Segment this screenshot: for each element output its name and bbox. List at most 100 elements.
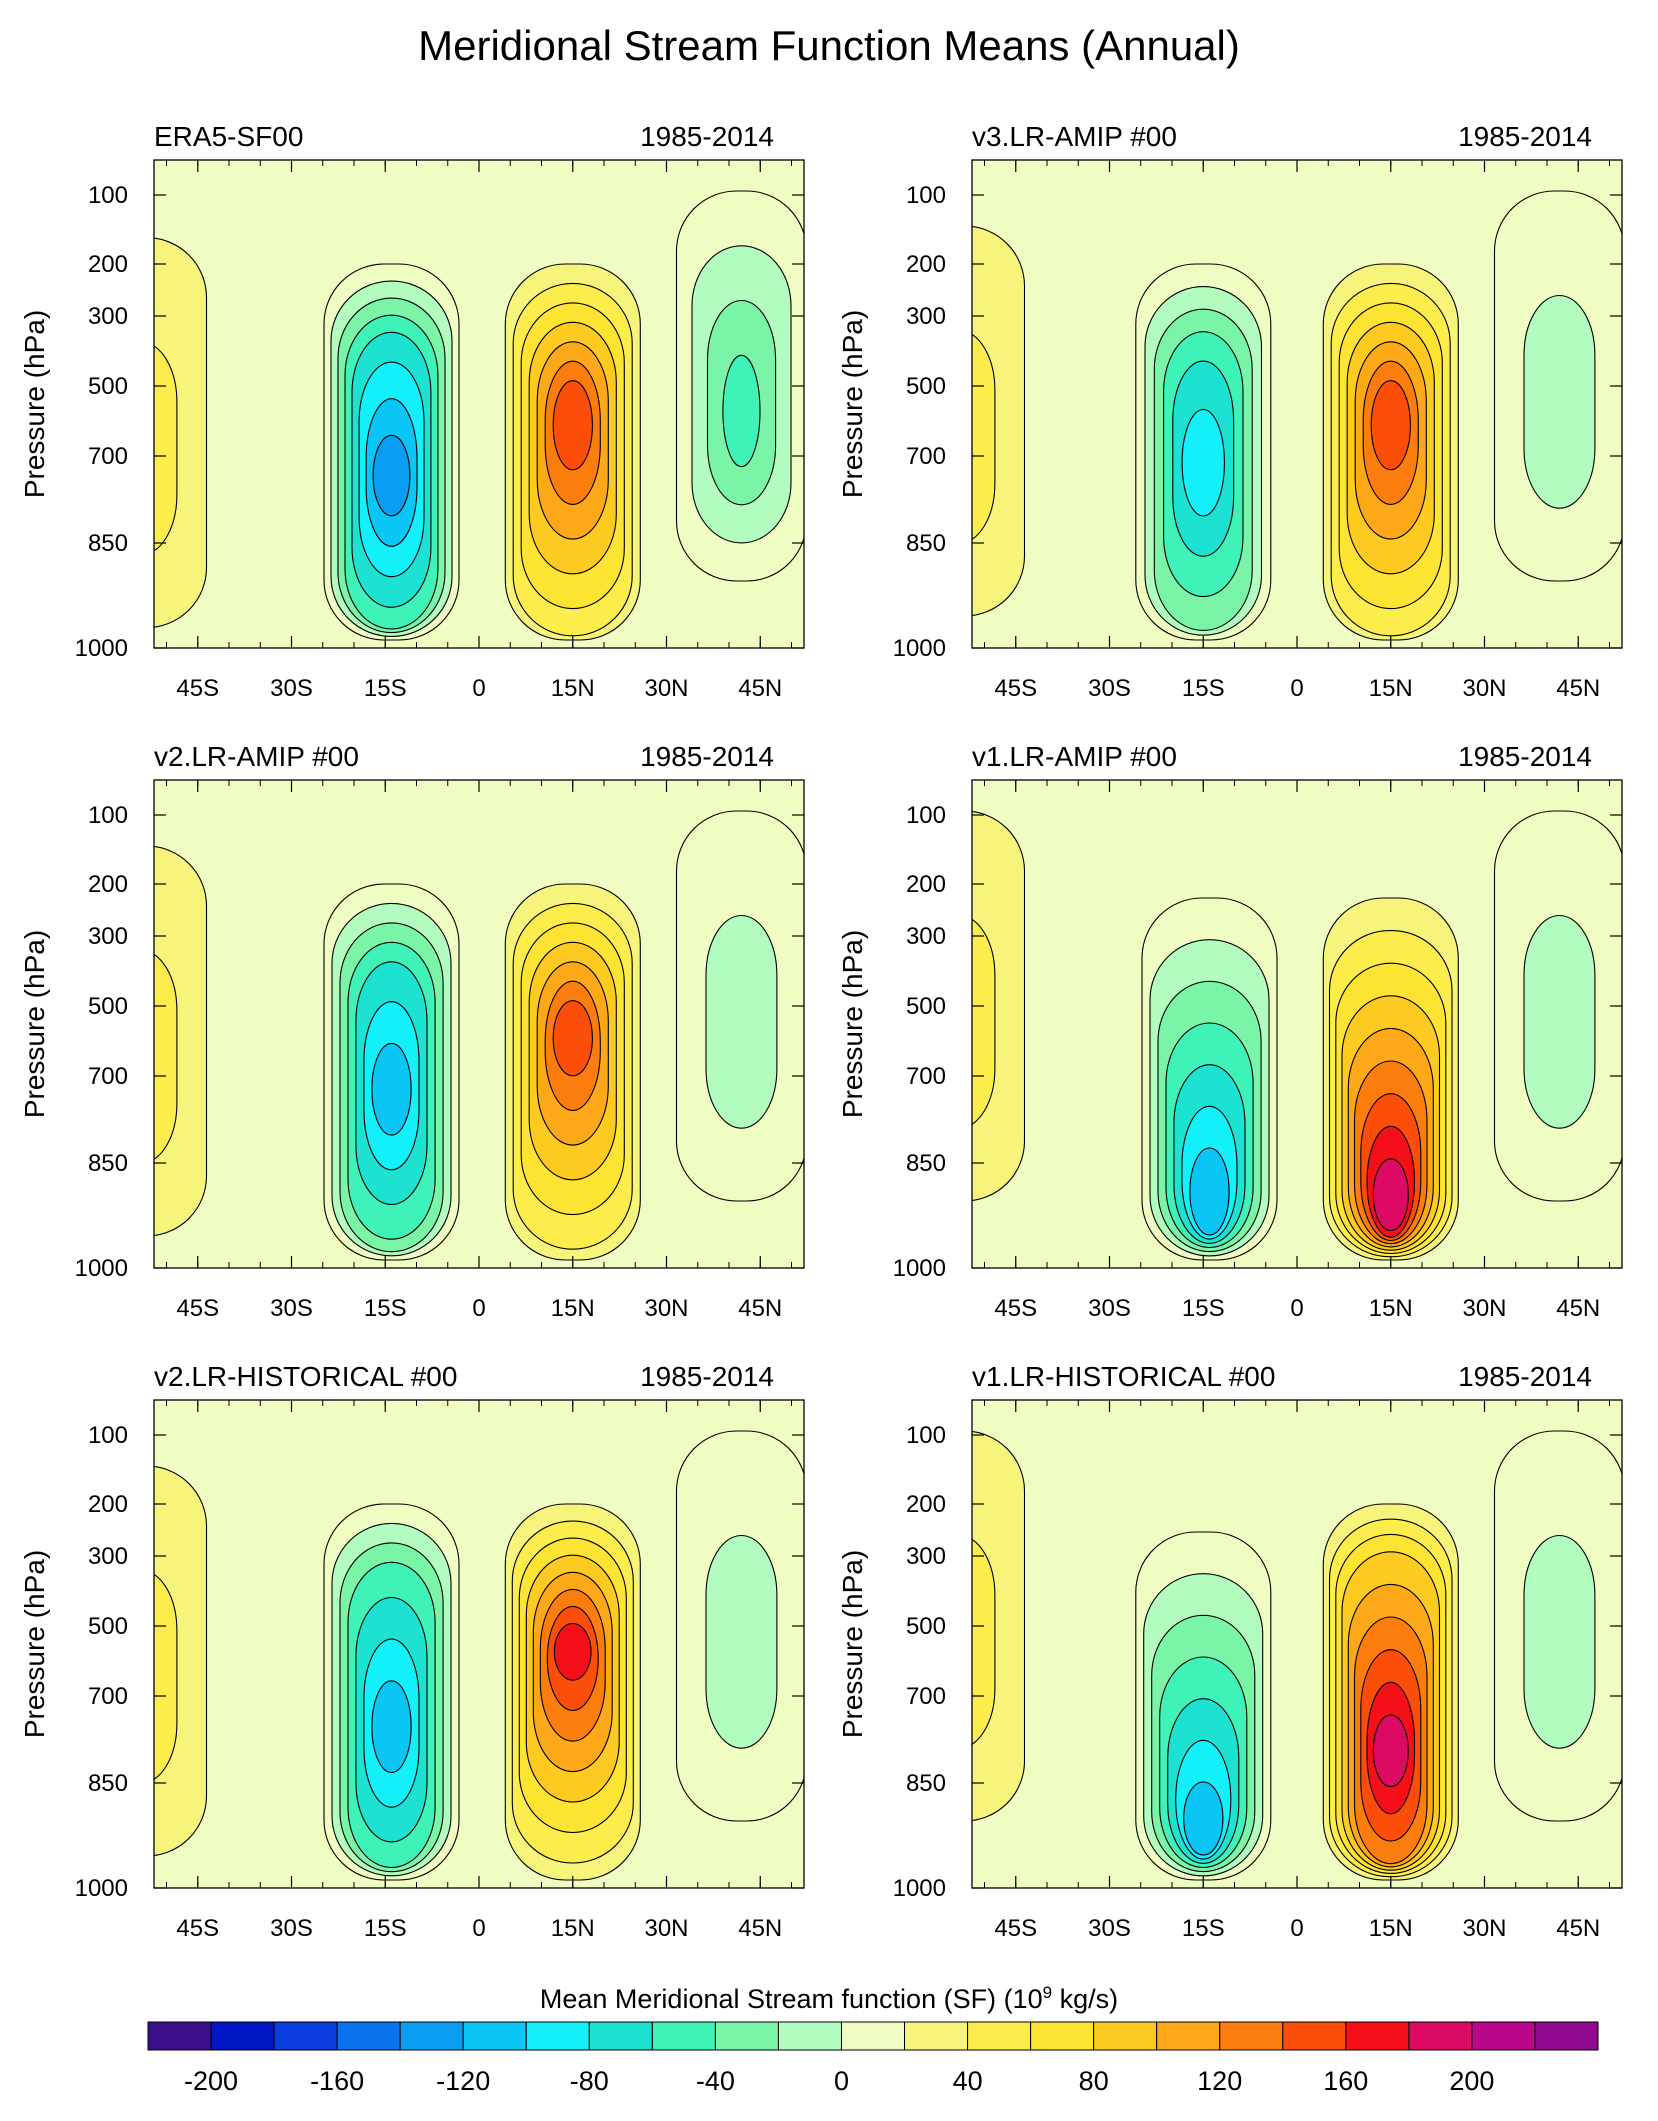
y-tick-label: 200 [88, 1491, 128, 1518]
panel-period: 1985-2014 [1458, 741, 1592, 772]
panel-title: v1.LR-HISTORICAL #00 [972, 1361, 1275, 1392]
colorbar-label: -160 [310, 2066, 364, 2096]
cell-2 [323, 263, 460, 641]
contour-field [972, 160, 1622, 648]
colorbar-title: Mean Meridional Stream function (SF) (10… [0, 1983, 1658, 2015]
x-tick-label: 45S [994, 675, 1037, 702]
x-tick-label: 45S [176, 1915, 219, 1942]
colorbar-swatch [1408, 2021, 1473, 2051]
y-tick-label: 100 [906, 1422, 946, 1449]
y-tick-label: 100 [906, 182, 946, 209]
y-tick-label: 1000 [893, 1875, 946, 1902]
cell-1 [154, 845, 208, 1237]
x-tick-label: 30N [1462, 1915, 1506, 1942]
y-tick-label: 500 [906, 373, 946, 400]
colorbar-title-prefix: Mean Meridional Stream function (SF) (10 [539, 1984, 1043, 2014]
colorbar-label: 200 [1449, 2066, 1494, 2096]
panel-title: v2.LR-HISTORICAL #00 [154, 1361, 457, 1392]
y-tick-label: 300 [88, 1543, 128, 1570]
colorbar-swatch [651, 2021, 716, 2051]
contour-level-7 [371, 1042, 412, 1136]
colorbar-swatch [588, 2021, 653, 2051]
x-tick-label: 15N [551, 1295, 595, 1322]
x-tick-label: 30S [270, 1295, 313, 1322]
x-tick-label: 15S [364, 675, 407, 702]
colorbar-label: -120 [436, 2066, 490, 2096]
y-tick-label: 850 [906, 1770, 946, 1797]
colorbar-swatch [777, 2021, 842, 2051]
colorbar-swatch [147, 2021, 212, 2051]
x-tick-label: 30N [1462, 675, 1506, 702]
cell-4 [675, 190, 804, 582]
y-axis-label: Pressure (hPa) [837, 310, 868, 498]
colorbar-swatch [273, 2021, 338, 2051]
x-tick-label: 30S [1088, 1295, 1131, 1322]
x-tick-label: 45N [1556, 675, 1600, 702]
colorbar-swatch [462, 2021, 527, 2051]
x-tick-label: 0 [472, 1915, 485, 1942]
cell-4 [1493, 810, 1622, 1202]
y-tick-label: 500 [88, 373, 128, 400]
y-tick-label: 1000 [75, 1255, 128, 1282]
x-tick-label: 15N [1369, 1915, 1413, 1942]
colorbar-swatch [840, 2021, 906, 2051]
figure-title: Meridional Stream Function Means (Annual… [418, 22, 1240, 69]
y-axis-label: Pressure (hPa) [837, 930, 868, 1118]
colorbar-label: -200 [184, 2066, 238, 2096]
contour-level-7 [552, 380, 593, 471]
x-tick-label: 45S [176, 1295, 219, 1322]
panel-3: 100 200 300 500 700 850 1000 45S 30S 15S 0 15N 30N 45… [19, 741, 805, 1322]
y-tick-label: 300 [906, 1543, 946, 1570]
panel-period: 1985-2014 [1458, 121, 1592, 152]
y-tick-label: 850 [906, 1150, 946, 1177]
x-tick-label: 15S [364, 1915, 407, 1942]
x-tick-label: 0 [1290, 1295, 1303, 1322]
contour-level-8 [553, 1622, 592, 1681]
panel-title: ERA5-SF00 [154, 121, 303, 152]
x-tick-label: 0 [472, 1295, 485, 1322]
x-tick-label: 45S [994, 1295, 1037, 1322]
colorbar-swatch [1156, 2021, 1221, 2051]
y-tick-label: 300 [906, 923, 946, 950]
x-tick-label: 45S [994, 1915, 1037, 1942]
x-tick-label: 15N [1369, 1295, 1413, 1322]
x-tick-label: 45N [738, 1295, 782, 1322]
colorbar-label: 80 [1079, 2066, 1109, 2096]
cell-4 [675, 1430, 804, 1822]
x-tick-label: 15N [551, 675, 595, 702]
cell-4 [1493, 1430, 1622, 1822]
contour-level-2 [972, 1538, 996, 1745]
cell-1 [972, 225, 1026, 617]
cell-2 [1141, 897, 1278, 1261]
y-tick-label: 700 [88, 1063, 128, 1090]
cell-3 [1322, 1503, 1459, 1881]
y-tick-label: 500 [88, 993, 128, 1020]
colorbar-swatch [1093, 2021, 1158, 2051]
x-tick-label: 0 [472, 675, 485, 702]
contour-level-4 [722, 354, 761, 468]
cell-3 [1322, 263, 1459, 641]
y-tick-label: 200 [906, 1491, 946, 1518]
x-tick-label: 30S [270, 675, 313, 702]
contour-level-2 [1523, 1534, 1596, 1749]
y-tick-label: 1000 [893, 635, 946, 662]
colorbar-swatch [1282, 2021, 1347, 2051]
colorbar-title-exponent: 9 [1042, 1983, 1053, 2002]
y-tick-label: 100 [88, 802, 128, 829]
contour-level-7 [371, 1680, 412, 1774]
panel-4: 100 200 300 500 700 850 1000 45S 30S 15S 0 15N 30N 45… [837, 741, 1623, 1322]
y-tick-label: 200 [88, 251, 128, 278]
cell-3 [1322, 897, 1459, 1261]
contour-level-7 [552, 1000, 593, 1077]
x-tick-label: 15N [1369, 675, 1413, 702]
y-tick-label: 300 [88, 303, 128, 330]
y-tick-label: 1000 [75, 1875, 128, 1902]
panel-title: v2.LR-AMIP #00 [154, 741, 359, 772]
x-tick-label: 15S [1182, 675, 1225, 702]
y-tick-label: 700 [906, 443, 946, 470]
colorbar-swatch [1345, 2021, 1410, 2051]
y-tick-label: 850 [88, 1770, 128, 1797]
colorbar-swatch [714, 2021, 779, 2051]
y-axis-label: Pressure (hPa) [837, 1550, 868, 1738]
